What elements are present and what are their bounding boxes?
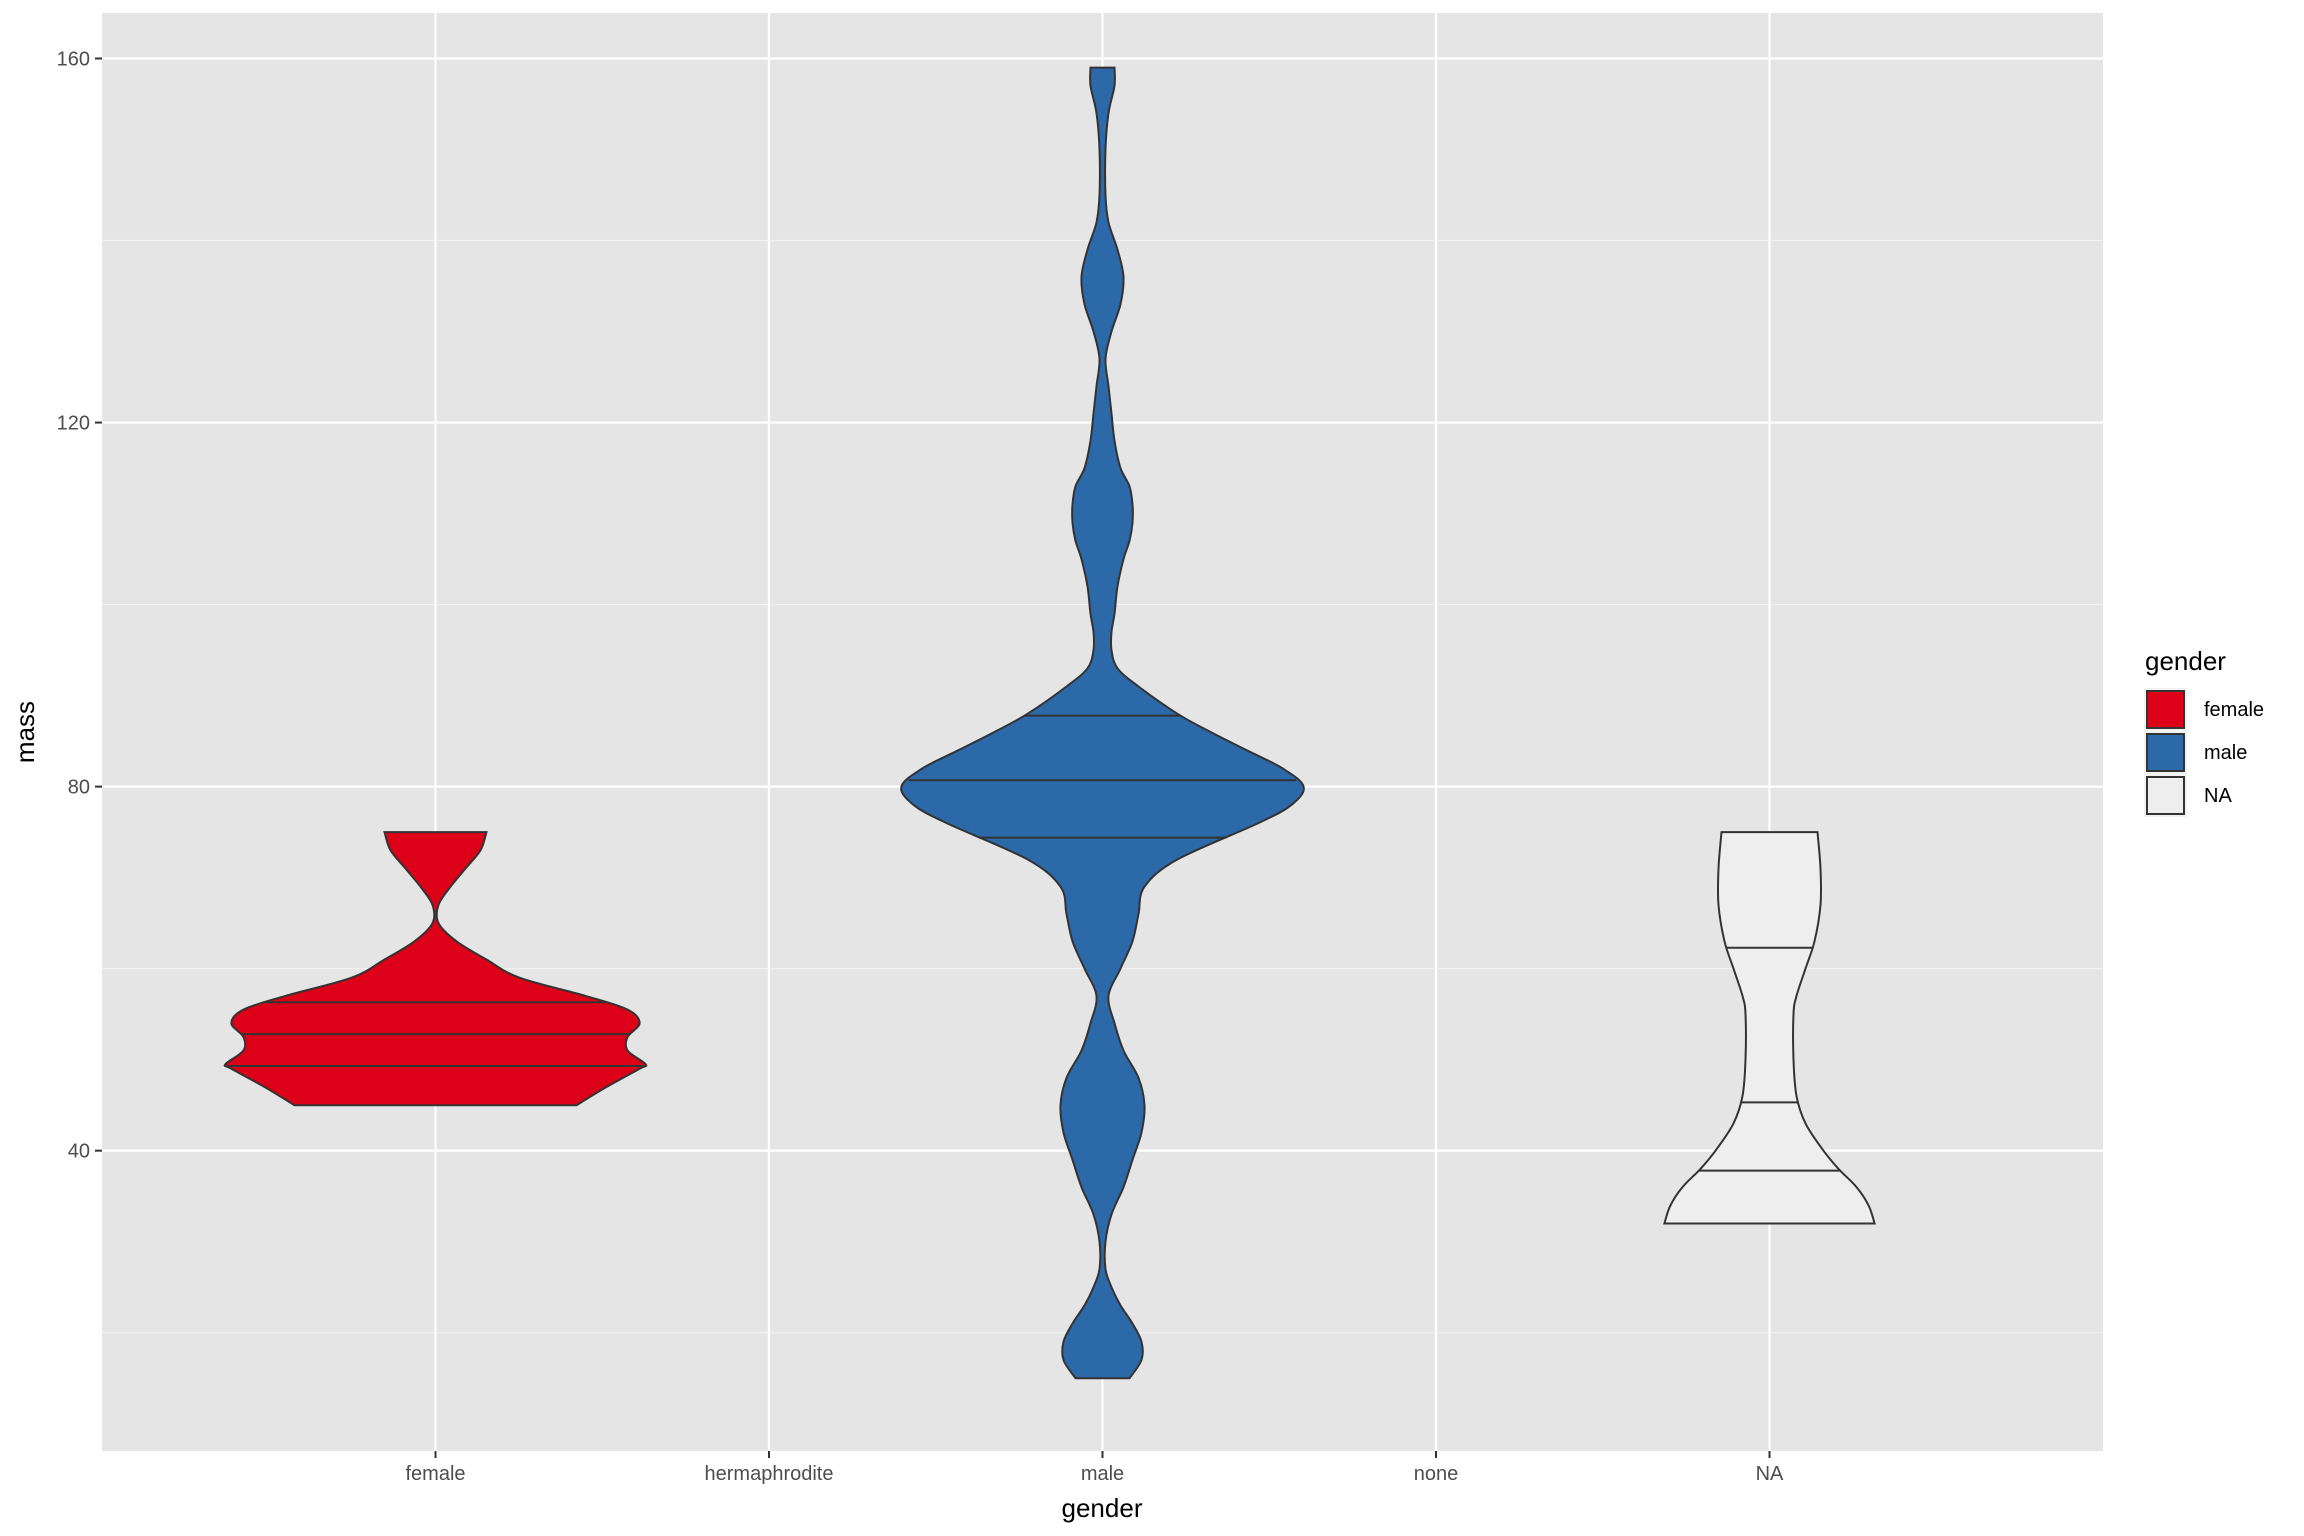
legend-label: male <box>2204 742 2247 764</box>
legend-swatch <box>2146 776 2185 815</box>
legend-swatch <box>2146 690 2185 729</box>
violin-female <box>223 831 648 1107</box>
x-tick-label: female <box>405 1463 465 1485</box>
legend-title: gender <box>2145 646 2226 676</box>
y-tick-label: 40 <box>68 1141 90 1163</box>
x-tick-label: none <box>1414 1463 1459 1485</box>
legend-label: NA <box>2204 785 2232 807</box>
x-tick-label: hermaphrodite <box>705 1463 834 1485</box>
violin-male <box>900 66 1305 1380</box>
x-axis: female hermaphrodite male none NA <box>405 1451 1784 1485</box>
legend-swatch <box>2146 733 2185 772</box>
legend-label: female <box>2204 699 2264 721</box>
violins <box>223 66 1876 1380</box>
y-axis: 40 80 120 160 <box>57 49 102 1163</box>
violin-na <box>1663 831 1876 1225</box>
y-tick-label: 80 <box>68 777 90 799</box>
x-axis-title: gender <box>1062 1493 1143 1523</box>
y-axis-title: mass <box>10 701 40 763</box>
x-tick-label: NA <box>1756 1463 1784 1485</box>
legend: gender female male NA <box>2144 646 2264 817</box>
y-tick-label: 120 <box>57 413 90 435</box>
y-tick-label: 160 <box>57 49 90 71</box>
x-tick-label: male <box>1081 1463 1124 1485</box>
